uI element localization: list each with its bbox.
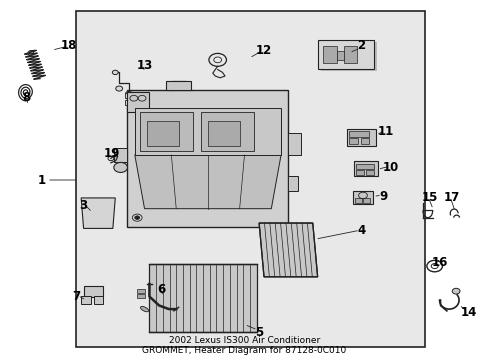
Bar <box>147 121 178 146</box>
Bar <box>352 191 372 204</box>
Text: 9: 9 <box>379 190 387 203</box>
Text: 2002 Lexus IS300 Air Conditioner
GROMMET, Heater Diagram for 87128-0C010: 2002 Lexus IS300 Air Conditioner GROMMET… <box>142 336 346 355</box>
Text: 8: 8 <box>22 91 30 104</box>
Bar <box>336 51 344 60</box>
Bar <box>288 134 300 155</box>
Bar <box>135 108 281 155</box>
Bar <box>363 198 369 203</box>
Bar <box>288 176 298 191</box>
Circle shape <box>112 70 118 75</box>
Bar <box>137 289 145 293</box>
Text: 15: 15 <box>421 192 437 204</box>
Bar <box>353 161 377 176</box>
Text: 13: 13 <box>136 59 152 72</box>
Bar <box>200 112 254 151</box>
Circle shape <box>451 288 459 294</box>
Bar <box>166 81 190 90</box>
Bar <box>140 112 193 151</box>
Text: 19: 19 <box>103 147 120 159</box>
Bar <box>127 90 288 226</box>
Bar <box>83 286 103 297</box>
Polygon shape <box>81 198 115 228</box>
Text: 18: 18 <box>61 39 77 52</box>
Bar <box>360 138 368 144</box>
Text: 6: 6 <box>157 283 165 296</box>
Bar <box>125 100 134 105</box>
Bar <box>348 138 357 144</box>
Bar <box>344 46 356 63</box>
Text: 5: 5 <box>254 326 263 339</box>
Text: 17: 17 <box>443 192 459 204</box>
Polygon shape <box>135 155 281 209</box>
Text: 12: 12 <box>255 44 272 57</box>
Bar <box>317 40 373 69</box>
Bar <box>207 121 239 146</box>
Bar <box>81 296 91 304</box>
Text: 2: 2 <box>357 39 365 52</box>
Ellipse shape <box>140 306 148 312</box>
Text: 3: 3 <box>80 199 87 212</box>
Bar <box>365 170 373 175</box>
Bar <box>355 170 363 175</box>
Bar <box>76 12 424 347</box>
Polygon shape <box>259 223 317 277</box>
Bar <box>354 198 361 203</box>
Circle shape <box>116 86 122 91</box>
Bar <box>348 131 368 137</box>
FancyBboxPatch shape <box>320 42 376 71</box>
Bar <box>125 93 134 98</box>
Bar <box>346 129 375 146</box>
Text: 11: 11 <box>377 125 393 138</box>
Text: 4: 4 <box>357 224 365 237</box>
Bar <box>322 46 336 63</box>
Bar <box>127 92 149 112</box>
Text: 10: 10 <box>382 161 398 174</box>
Bar <box>137 294 145 298</box>
Text: 7: 7 <box>72 290 80 303</box>
Bar <box>149 264 256 332</box>
Bar <box>355 163 373 168</box>
Bar <box>114 148 127 162</box>
Text: 14: 14 <box>460 306 476 319</box>
Circle shape <box>125 91 132 96</box>
Circle shape <box>114 162 127 172</box>
Circle shape <box>135 216 140 220</box>
Bar <box>94 296 103 304</box>
Text: 16: 16 <box>430 256 447 269</box>
Text: 1: 1 <box>38 174 46 186</box>
